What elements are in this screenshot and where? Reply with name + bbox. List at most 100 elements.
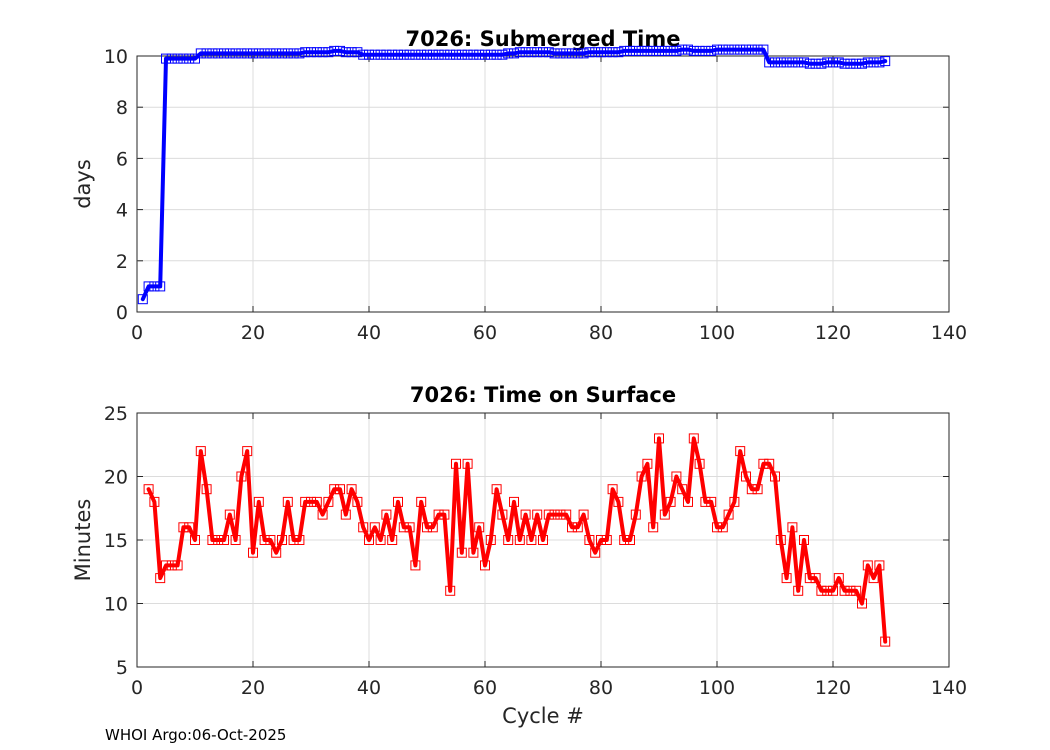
surface-data-point	[793, 585, 804, 596]
surface-data-point	[358, 522, 369, 533]
surface-data-point	[468, 547, 479, 558]
submerged-data-point	[184, 53, 195, 64]
surface-data-point	[439, 509, 450, 520]
surface-data-point	[410, 560, 421, 571]
surface-tick-labels: 0 20 40 60 80 100 120 140 5 10 15 20 25	[104, 403, 967, 699]
surface-data-point	[642, 458, 653, 469]
surface-data-point	[851, 585, 862, 596]
surface-data-point	[538, 535, 548, 545]
surface-data-point	[601, 535, 612, 545]
surface-data-point	[839, 585, 850, 596]
submerged-data-point	[804, 58, 815, 69]
submerged-data-point	[178, 53, 189, 64]
surface-chart-title: 7026: Time on Surface	[410, 383, 676, 407]
submerged-data-point	[799, 57, 809, 68]
surface-data-point	[868, 573, 879, 584]
surface-data-point	[201, 484, 212, 495]
submerged-data-point	[671, 45, 682, 56]
surface-data-point	[857, 598, 867, 609]
submerged-data-point	[375, 49, 386, 60]
submerged-data-point	[880, 56, 891, 67]
surface-x-tick-label: 100	[699, 677, 735, 699]
submerged-data-point	[364, 49, 374, 60]
surface-data-point	[880, 636, 891, 647]
surface-data-point	[335, 484, 345, 495]
submerged-data-point	[700, 45, 711, 56]
surface-data-point	[207, 535, 218, 545]
submerged-data-point	[433, 49, 444, 60]
submerged-y-tick-label: 2	[116, 251, 128, 273]
surface-data-point	[712, 522, 722, 533]
surface-data-point	[828, 585, 838, 596]
surface-data-point	[253, 496, 264, 507]
surface-data-point	[874, 560, 885, 571]
surface-data-point	[190, 535, 200, 545]
submerged-data-point	[149, 281, 160, 292]
surface-y-tick-label: 25	[104, 403, 128, 425]
surface-data-point	[230, 535, 241, 545]
submerged-data-point	[833, 57, 844, 68]
surface-data-point	[381, 509, 392, 520]
submerged-data-point	[166, 53, 177, 64]
surface-data-point	[346, 484, 357, 495]
submerged-data-point	[567, 48, 577, 59]
submerged-data-point	[161, 53, 171, 64]
credit-text: WHOI Argo:06-Oct-2025	[105, 726, 286, 744]
surface-x-tick-label: 80	[589, 677, 613, 699]
surface-data-point	[288, 535, 299, 545]
submerged-data-point	[793, 57, 804, 68]
submerged-tick-labels: 0 20 40 60 80 100 120 140 0 2 4 6 8 10	[104, 46, 967, 344]
submerged-data-point	[746, 44, 757, 55]
submerged-data-point	[549, 48, 560, 59]
submerged-data-point	[445, 49, 456, 60]
surface-data-point	[172, 560, 183, 571]
submerged-data-point	[485, 49, 496, 60]
surface-data-point	[369, 522, 380, 533]
surface-data-point	[781, 573, 792, 584]
surface-data-point	[219, 535, 229, 545]
surface-y-tick-label: 20	[104, 467, 128, 489]
submerged-data-point	[236, 48, 247, 59]
surface-data-point	[166, 560, 177, 571]
submerged-data-point	[219, 48, 229, 59]
submerged-data-point	[259, 48, 270, 59]
submerged-data-point	[752, 44, 763, 55]
surface-data-point	[578, 509, 589, 520]
surface-data-point	[352, 496, 363, 507]
surface-data-point	[323, 496, 334, 507]
submerged-data-point	[839, 58, 850, 69]
submerged-data-point	[422, 49, 432, 60]
submerged-data-point	[387, 49, 398, 60]
submerged-data-point	[677, 44, 688, 55]
surface-data-point	[607, 484, 618, 495]
submerged-data-point	[317, 47, 328, 58]
submerged-data-point	[253, 48, 264, 59]
submerged-data-point	[775, 57, 786, 68]
surface-data-point	[184, 522, 195, 533]
submerged-data-point	[207, 48, 218, 59]
submerged-data-point	[764, 57, 775, 68]
surface-data-point	[462, 458, 473, 469]
surface-data-point	[445, 585, 456, 596]
surface-data-point	[178, 522, 189, 533]
submerged-plot-area	[136, 55, 950, 313]
submerged-data-point	[172, 53, 183, 64]
submerged-data-point	[439, 49, 450, 60]
submerged-data-point	[578, 48, 589, 59]
submerged-x-tick-label: 80	[589, 322, 613, 344]
surface-data-point	[572, 522, 583, 533]
submerged-data-point	[526, 47, 537, 58]
submerged-data-point	[509, 48, 519, 59]
submerged-data-point	[143, 281, 154, 292]
submerged-data-point	[555, 48, 566, 59]
submerged-data-point	[659, 45, 670, 56]
submerged-data-point	[369, 49, 380, 60]
surface-data-point	[485, 535, 496, 545]
submerged-data-point	[688, 45, 699, 56]
submerged-data-point	[561, 48, 572, 59]
submerged-data-point	[137, 294, 148, 305]
surface-data-point	[584, 535, 595, 545]
surface-data-point	[340, 509, 351, 520]
submerged-data-point	[300, 47, 311, 58]
surface-data-point	[770, 471, 780, 482]
